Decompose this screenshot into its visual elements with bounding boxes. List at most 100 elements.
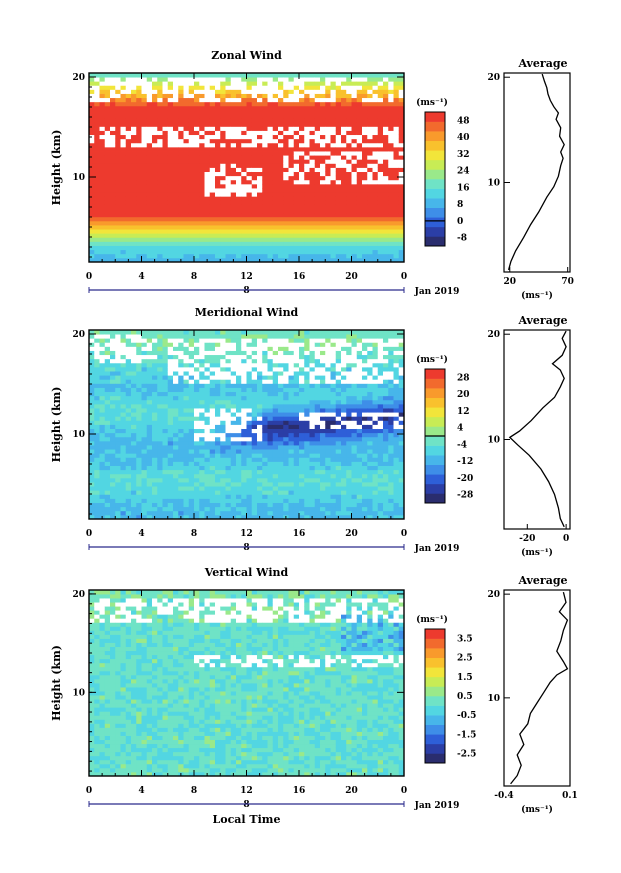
- heatmap-cell: [89, 465, 95, 471]
- heatmap-cell: [188, 200, 195, 205]
- heatmap-cell: [131, 330, 137, 335]
- heatmap-cell: [146, 366, 153, 372]
- heatmap-cell: [115, 383, 121, 388]
- heatmap-cell: [209, 473, 216, 479]
- heatmap-cell: [251, 408, 258, 413]
- heatmap-cell: [146, 138, 153, 144]
- heatmap-cell: [204, 167, 211, 173]
- heatmap-cell: [262, 502, 268, 508]
- heatmap-cell: [267, 403, 274, 409]
- heatmap-cell: [288, 502, 295, 508]
- heatmap-cell: [104, 465, 111, 471]
- heatmap-cell: [152, 436, 158, 442]
- heatmap-cell: [293, 241, 300, 246]
- heatmap-cell: [393, 118, 400, 123]
- heatmap-cell: [341, 237, 347, 242]
- heatmap-cell: [330, 122, 337, 127]
- heatmap-cell: [351, 188, 358, 193]
- heatmap-cell: [278, 200, 284, 205]
- heatmap-cell: [120, 192, 127, 197]
- heatmap-cell: [131, 395, 137, 401]
- heatmap-cell: [325, 482, 331, 487]
- heatmap-cell: [173, 379, 179, 384]
- heatmap-cell: [173, 473, 179, 479]
- heatmap-cell: [136, 109, 142, 115]
- heatmap-cell: [246, 461, 253, 466]
- heatmap-cell: [131, 465, 137, 471]
- heatmap-cell: [183, 334, 190, 339]
- heatmap-cell: [188, 122, 195, 127]
- heatmap-cell: [246, 171, 253, 177]
- heatmap-cell: [293, 457, 300, 462]
- heatmap-cell: [335, 225, 342, 230]
- heatmap-cell: [120, 510, 127, 516]
- heatmap-cell: [178, 399, 184, 405]
- heatmap-cell: [325, 428, 331, 434]
- heatmap-cell: [372, 142, 379, 148]
- heatmap-cell: [194, 122, 200, 127]
- heatmap-cell: [251, 494, 258, 499]
- heatmap-cell: [241, 225, 247, 230]
- heatmap-cell: [304, 473, 310, 479]
- heatmap-cell: [377, 163, 384, 168]
- heatmap-cell: [299, 424, 305, 430]
- heatmap-cell: [320, 350, 326, 356]
- heatmap-cell: [283, 130, 289, 136]
- heatmap-cell: [388, 220, 394, 226]
- heatmap-cell: [267, 249, 274, 255]
- heatmap-cell: [220, 342, 226, 347]
- heatmap-cell: [293, 126, 300, 131]
- heatmap-cell: [188, 486, 195, 491]
- heatmap-cell: [356, 130, 363, 136]
- heatmap-cell: [209, 477, 216, 483]
- heatmap-cell: [89, 375, 95, 380]
- heatmap-cell: [236, 163, 242, 168]
- heatmap-cell: [325, 204, 331, 209]
- heatmap-cell: [272, 105, 279, 111]
- heatmap-cell: [251, 212, 258, 218]
- heatmap-cell: [167, 97, 174, 103]
- heatmap-cell: [225, 514, 232, 520]
- heatmap-cell: [230, 118, 237, 123]
- heatmap-cell: [188, 241, 195, 246]
- heatmap-cell: [225, 469, 232, 475]
- heatmap-cell: [367, 200, 373, 205]
- heatmap-cell: [194, 192, 200, 197]
- heatmap-cell: [356, 208, 363, 214]
- heatmap-cell: [346, 229, 352, 234]
- heatmap-cell: [220, 399, 226, 405]
- heatmap-cell: [204, 212, 211, 218]
- heatmap-cell: [104, 216, 111, 222]
- heatmap-cell: [167, 233, 174, 238]
- heatmap-cell: [194, 354, 200, 360]
- heatmap-cell: [194, 245, 200, 251]
- heatmap-cell: [377, 101, 384, 107]
- heatmap-cell: [199, 97, 205, 103]
- heatmap-cell: [178, 155, 184, 160]
- heatmap-cell: [99, 233, 106, 238]
- heatmap-cell: [257, 85, 263, 90]
- heatmap-cell: [136, 183, 142, 189]
- heatmap-cell: [362, 109, 368, 115]
- heatmap-cell: [236, 494, 242, 499]
- heatmap-cell: [314, 85, 321, 90]
- heatmap-cell: [288, 453, 295, 458]
- heatmap-cell: [236, 171, 242, 177]
- heatmap-cell: [388, 85, 394, 90]
- heatmap-cell: [272, 391, 279, 397]
- heatmap-cell: [267, 196, 274, 201]
- heatmap-cell: [131, 183, 137, 189]
- heatmap-cell: [293, 142, 300, 148]
- heatmap-cell: [293, 482, 300, 487]
- heatmap-cell: [152, 366, 158, 372]
- heatmap-cell: [209, 408, 216, 413]
- heatmap-cell: [299, 229, 305, 234]
- heatmap-cell: [152, 482, 158, 487]
- heatmap-cell: [188, 366, 195, 372]
- heatmap-cell: [152, 379, 158, 384]
- heatmap-cell: [293, 109, 300, 115]
- heatmap-cell: [309, 391, 316, 397]
- heatmap-cell: [362, 171, 368, 177]
- heatmap-cell: [136, 257, 142, 263]
- heatmap-cell: [262, 477, 268, 483]
